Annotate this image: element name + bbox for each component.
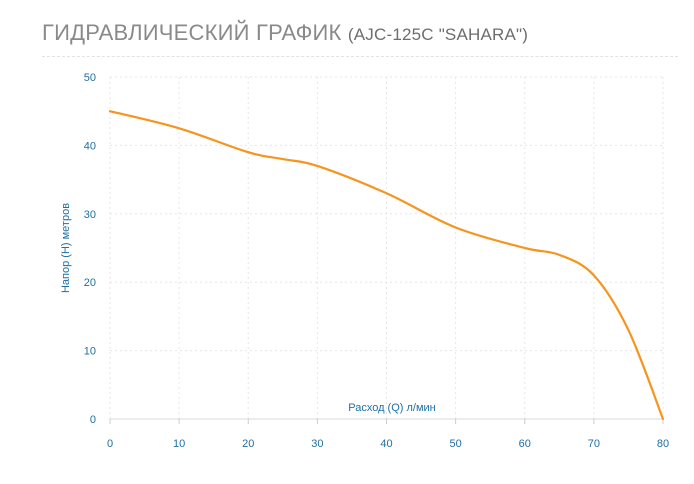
x-tick-label: 0 <box>107 438 113 450</box>
y-axis-label: Напор (H) метров <box>60 203 72 293</box>
x-tick-label: 60 <box>519 438 531 450</box>
y-tick-label: 0 <box>90 414 96 426</box>
series-line <box>108 110 665 421</box>
x-tick-label: 80 <box>657 438 669 450</box>
title-divider <box>42 56 678 57</box>
x-tick-label: 50 <box>450 438 462 450</box>
y-tick-label: 30 <box>84 209 96 221</box>
x-tick-label: 10 <box>173 438 185 450</box>
chart-title-model: (AJC-125C "SAHARA") <box>347 25 529 44</box>
x-tick-label: 70 <box>588 438 600 450</box>
y-tick-label: 40 <box>84 140 96 152</box>
chart-title-main: ГИДРАВЛИЧЕСКИЙ ГРАФИК <box>42 20 342 45</box>
x-axis-label: Расход (Q) л/мин <box>348 402 436 414</box>
y-tick-label: 10 <box>84 346 96 358</box>
y-tick-label: 20 <box>84 277 96 289</box>
x-tick-label: 40 <box>380 438 392 450</box>
y-tick-label: 50 <box>84 72 96 84</box>
x-tick-label: 20 <box>242 438 254 450</box>
chart-title: ГИДРАВЛИЧЕСКИЙ ГРАФИК (AJC-125C "SAHARA"… <box>42 20 528 46</box>
x-tick-label: 30 <box>311 438 323 450</box>
